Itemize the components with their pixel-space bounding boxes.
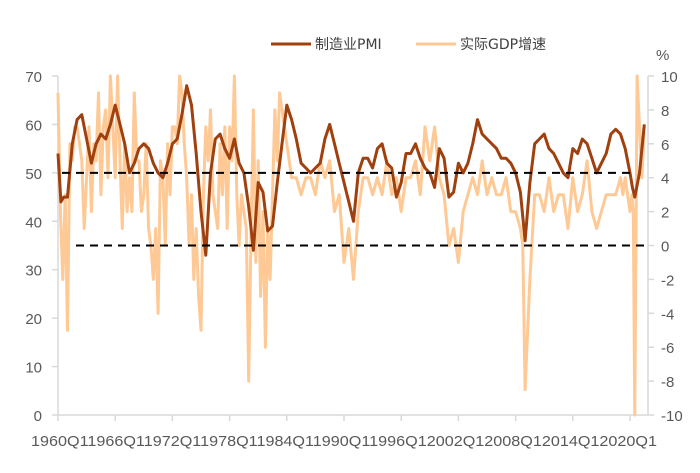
- legend-label-gdp: 实际GDP增速: [460, 37, 546, 53]
- left-axis-tick-label: 20: [25, 311, 42, 328]
- series-gdp-line: [56, 74, 646, 417]
- left-y-axis: 0 10 20 30 40 50 60 70: [25, 69, 59, 425]
- right-axis-tick-label: 8: [661, 103, 669, 120]
- left-axis-tick-label: 50: [25, 166, 42, 183]
- right-axis-tick-label: -10: [661, 408, 683, 425]
- legend: 制造业PMI 实际GDP增速: [271, 37, 546, 53]
- left-axis-tick-label: 70: [25, 69, 42, 86]
- right-axis-tick-label: -2: [661, 272, 674, 289]
- left-axis-tick-label: 40: [25, 214, 42, 231]
- legend-label-pmi: 制造业PMI: [315, 37, 382, 53]
- left-axis-tick-label: 0: [34, 408, 42, 425]
- right-axis-tick-label: 10: [661, 69, 678, 86]
- right-axis-tick-label: 0: [661, 239, 669, 256]
- right-axis-tick-label: 4: [661, 171, 669, 188]
- right-axis-tick-label: -8: [661, 374, 674, 391]
- left-axis-tick-label: 60: [25, 117, 42, 134]
- x-axis-tick-labels: 1960Q11966Q11972Q11978Q11984Q11990Q11996…: [31, 433, 657, 450]
- right-axis-tick-label: 6: [661, 137, 669, 154]
- series-pmi-line: [56, 84, 646, 257]
- right-axis-unit-label: %: [656, 47, 669, 64]
- left-axis-tick-label: 10: [25, 360, 42, 377]
- x-axis: 1960Q11966Q11972Q11978Q11984Q11990Q11996…: [31, 414, 657, 450]
- left-axis-tick-label: 30: [25, 263, 42, 280]
- right-axis-tick-label: 2: [661, 205, 669, 222]
- right-axis-tick-label: -6: [661, 340, 674, 357]
- right-axis-tick-label: -4: [661, 306, 674, 323]
- right-y-axis: -10 -8 -6 -4 -2 0 2 4 6 8 10: [647, 69, 683, 425]
